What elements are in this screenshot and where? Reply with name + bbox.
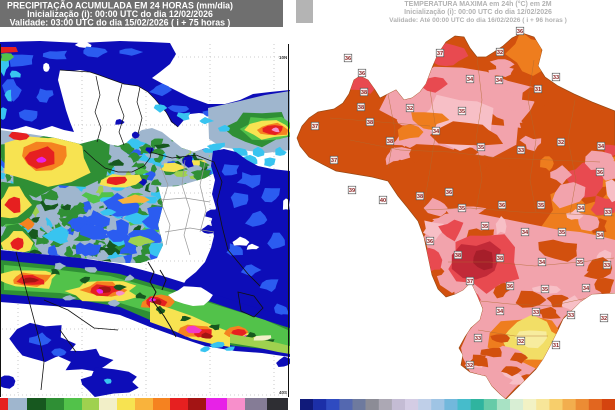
svg-text:37: 37 (331, 158, 337, 164)
svg-text:Validade: 03:00 UTC do dia 15/: Validade: 03:00 UTC do dia 15/02/2026 ( … (10, 18, 231, 28)
svg-text:35: 35 (478, 145, 484, 151)
svg-text:37: 37 (467, 279, 473, 285)
svg-text:36: 36 (597, 170, 603, 176)
svg-text:34: 34 (497, 309, 504, 315)
svg-text:Inicialização (i): 00:00 UTC d: Inicialização (i): 00:00 UTC do dia 12/0… (404, 9, 552, 16)
svg-text:34: 34 (433, 129, 440, 135)
svg-text:33: 33 (518, 148, 524, 154)
svg-text:33: 33 (475, 336, 481, 342)
svg-text:35: 35 (482, 224, 488, 230)
svg-text:31: 31 (535, 87, 541, 93)
svg-text:32: 32 (407, 106, 413, 112)
svg-text:36: 36 (446, 190, 452, 196)
svg-text:33: 33 (553, 75, 559, 81)
svg-text:10N: 10N (279, 55, 287, 60)
svg-text:32: 32 (518, 339, 524, 345)
svg-text:38: 38 (367, 120, 373, 126)
svg-text:38: 38 (417, 194, 423, 200)
svg-text:TEMPERATURA MAXIMA em 24h (°C): TEMPERATURA MAXIMA em 24h (°C) em 2M (404, 0, 551, 8)
svg-text:32: 32 (497, 50, 503, 56)
svg-text:40S: 40S (279, 390, 287, 395)
svg-text:34: 34 (578, 206, 585, 212)
svg-text:34: 34 (597, 233, 604, 239)
svg-text:32: 32 (601, 316, 607, 322)
svg-text:Validade: Até 00:00 UTC do dia: Validade: Até 00:00 UTC do dia 16/02/202… (389, 17, 567, 24)
svg-text:36: 36 (499, 203, 505, 209)
svg-text:37: 37 (437, 51, 443, 57)
svg-text:34: 34 (467, 77, 474, 83)
svg-text:35: 35 (559, 230, 565, 236)
svg-text:33: 33 (533, 310, 539, 316)
svg-text:32: 32 (467, 363, 473, 369)
svg-text:40: 40 (380, 198, 386, 204)
svg-text:34: 34 (522, 230, 529, 236)
svg-text:36: 36 (345, 56, 351, 62)
svg-text:34: 34 (598, 144, 605, 150)
svg-text:34: 34 (583, 286, 590, 292)
svg-text:36: 36 (427, 239, 433, 245)
svg-text:38: 38 (358, 105, 364, 111)
svg-text:35: 35 (542, 287, 548, 293)
svg-text:38: 38 (497, 256, 503, 262)
svg-text:39: 39 (349, 188, 355, 194)
svg-text:Inicialização (i): 00:00 UTC d: Inicialização (i): 00:00 UTC do dia 12/0… (27, 9, 213, 19)
svg-text:38: 38 (455, 253, 461, 259)
svg-text:36: 36 (359, 71, 365, 77)
svg-text:35: 35 (459, 109, 465, 115)
svg-text:35: 35 (459, 206, 465, 212)
svg-text:36: 36 (507, 284, 513, 290)
svg-text:34: 34 (539, 260, 546, 266)
svg-text:33: 33 (604, 263, 610, 269)
svg-text:PRECIPITAÇÃO ACUMULADA EM 24 H: PRECIPITAÇÃO ACUMULADA EM 24 HORAS (mm/d… (7, 0, 233, 10)
svg-text:33: 33 (568, 313, 574, 319)
svg-text:35: 35 (538, 203, 544, 209)
svg-text:32: 32 (558, 140, 564, 146)
svg-text:33: 33 (605, 210, 611, 216)
svg-text:31: 31 (553, 343, 559, 349)
svg-text:34: 34 (496, 78, 503, 84)
svg-text:35: 35 (577, 260, 583, 266)
svg-text:37: 37 (312, 124, 318, 130)
svg-text:38: 38 (387, 139, 393, 145)
svg-text:38: 38 (361, 90, 367, 96)
svg-text:36: 36 (517, 29, 523, 35)
